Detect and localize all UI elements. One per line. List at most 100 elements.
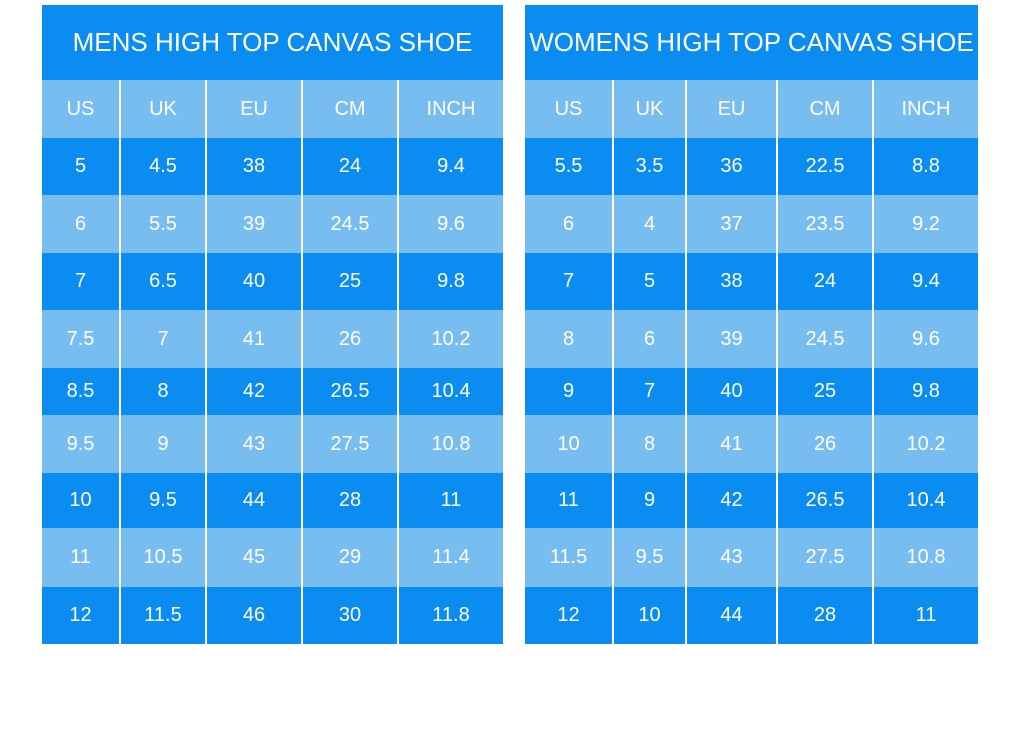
table-cell: 30 (301, 587, 397, 644)
table-cell: 6 (612, 310, 685, 368)
table-cell: 44 (685, 587, 776, 644)
table-title: MENS HIGH TOP CANVAS SHOE (42, 5, 503, 80)
table-cell: 45 (205, 528, 301, 587)
table-cell: 11.5 (119, 587, 205, 644)
table-cell: 23.5 (776, 195, 872, 253)
table-cell: 11.8 (397, 587, 503, 644)
table-cell: 26.5 (776, 473, 872, 528)
table-cell: 4.5 (119, 138, 205, 195)
table-cell: 10.4 (397, 368, 503, 415)
table-cell: 44 (205, 473, 301, 528)
column-header: US (42, 80, 119, 138)
column-header: UK (612, 80, 685, 138)
table-cell: 40 (205, 253, 301, 310)
table-cell: 43 (685, 528, 776, 587)
table-cell: 6.5 (119, 253, 205, 310)
table-cell: 3.5 (612, 138, 685, 195)
table-cell: 6 (525, 195, 612, 253)
table-cell: 7.5 (42, 310, 119, 368)
table-cell: 8.5 (42, 368, 119, 415)
table-cell: 29 (301, 528, 397, 587)
table-cell: 9 (525, 368, 612, 415)
column-header: UK (119, 80, 205, 138)
table-cell: 10.2 (397, 310, 503, 368)
table-cell: 5.5 (525, 138, 612, 195)
table-cell: 10.2 (872, 415, 978, 473)
table-cell: 40 (685, 368, 776, 415)
table-cell: 11.4 (397, 528, 503, 587)
table-cell: 10 (42, 473, 119, 528)
table-cell: 7 (42, 253, 119, 310)
table-cell: 38 (205, 138, 301, 195)
table-cell: 25 (301, 253, 397, 310)
table-cell: 10 (525, 415, 612, 473)
table-cell: 11 (872, 587, 978, 644)
table-cell: 5.5 (119, 195, 205, 253)
table-cell: 28 (776, 587, 872, 644)
table-cell: 24 (776, 253, 872, 310)
table-cell: 5 (612, 253, 685, 310)
table-cell: 41 (205, 310, 301, 368)
table-cell: 10.4 (872, 473, 978, 528)
table-cell: 9.6 (397, 195, 503, 253)
table-cell: 9.4 (397, 138, 503, 195)
table-cell: 11.5 (525, 528, 612, 587)
table-cell: 26 (301, 310, 397, 368)
table-cell: 24 (301, 138, 397, 195)
table-cell: 42 (685, 473, 776, 528)
table-cell: 9.5 (612, 528, 685, 587)
table-cell: 11 (525, 473, 612, 528)
table-cell: 12 (42, 587, 119, 644)
table-cell: 5 (42, 138, 119, 195)
table-cell: 9 (119, 415, 205, 473)
table-cell: 27.5 (776, 528, 872, 587)
table-cell: 24.5 (776, 310, 872, 368)
table-cell: 9.2 (872, 195, 978, 253)
table-cell: 9.8 (872, 368, 978, 415)
table-cell: 9.4 (872, 253, 978, 310)
table-cell: 39 (685, 310, 776, 368)
table-cell: 11 (42, 528, 119, 587)
table-cell: 11 (397, 473, 503, 528)
table-cell: 38 (685, 253, 776, 310)
table-cell: 39 (205, 195, 301, 253)
table-cell: 10.8 (397, 415, 503, 473)
table-cell: 10.5 (119, 528, 205, 587)
table-cell: 26.5 (301, 368, 397, 415)
table-title: WOMENS HIGH TOP CANVAS SHOE (525, 5, 978, 80)
table-cell: 7 (525, 253, 612, 310)
table-cell: 9.5 (42, 415, 119, 473)
table-cell: 12 (525, 587, 612, 644)
column-header: INCH (397, 80, 503, 138)
column-header: CM (776, 80, 872, 138)
table-cell: 8 (119, 368, 205, 415)
table-cell: 9.8 (397, 253, 503, 310)
table-cell: 25 (776, 368, 872, 415)
table-cell: 4 (612, 195, 685, 253)
table-cell: 10 (612, 587, 685, 644)
table-cell: 37 (685, 195, 776, 253)
table-cell: 8 (612, 415, 685, 473)
table-cell: 7 (612, 368, 685, 415)
column-header: US (525, 80, 612, 138)
column-header: EU (685, 80, 776, 138)
column-header: CM (301, 80, 397, 138)
table-cell: 7 (119, 310, 205, 368)
column-header: INCH (872, 80, 978, 138)
table-cell: 43 (205, 415, 301, 473)
table-cell: 24.5 (301, 195, 397, 253)
table-cell: 10.8 (872, 528, 978, 587)
table-cell: 9.5 (119, 473, 205, 528)
table-cell: 36 (685, 138, 776, 195)
table-cell: 46 (205, 587, 301, 644)
table-cell: 8 (525, 310, 612, 368)
table-cell: 9 (612, 473, 685, 528)
table-cell: 27.5 (301, 415, 397, 473)
table-cell: 8.8 (872, 138, 978, 195)
table-cell: 41 (685, 415, 776, 473)
column-header: EU (205, 80, 301, 138)
table-cell: 28 (301, 473, 397, 528)
table-cell: 9.6 (872, 310, 978, 368)
table-cell: 22.5 (776, 138, 872, 195)
